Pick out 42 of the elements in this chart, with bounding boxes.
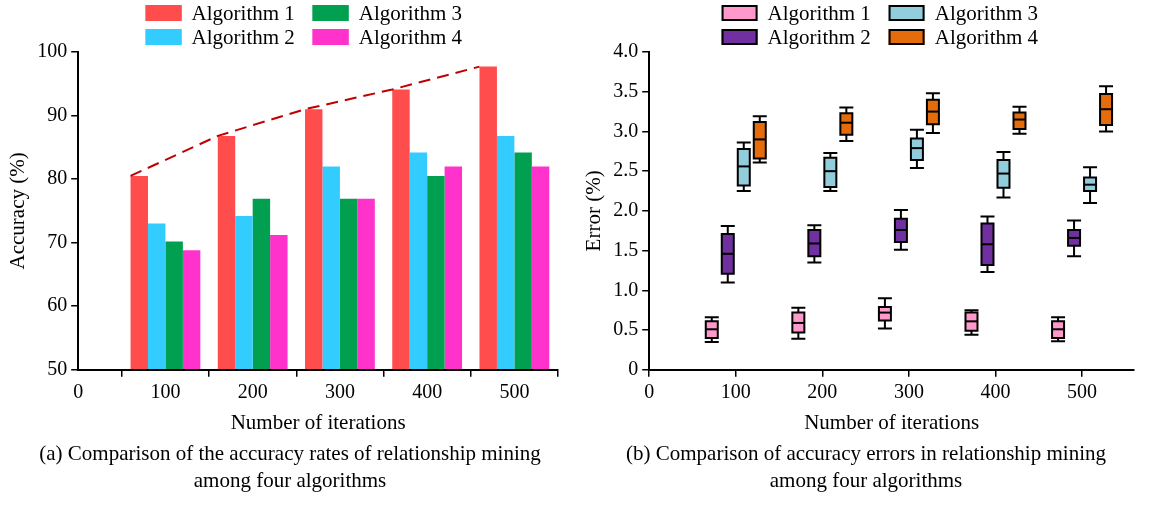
x-tick-label: 0 xyxy=(644,380,655,403)
y-tick-label: 90 xyxy=(47,102,68,125)
y-tick-label: 1.5 xyxy=(613,237,639,260)
x-tick-label: 200 xyxy=(237,380,268,403)
legend-label: Algorithm 4 xyxy=(934,25,1039,49)
text: (a) Comparison of the accuracy rates of relationship mining among four algorithms xyxy=(38,440,542,494)
x-tick-label: 300 xyxy=(893,380,924,403)
x-axis-title: Number of iterations xyxy=(804,409,980,434)
y-tick-label: 0.5 xyxy=(613,317,639,340)
y-tick-label: 0 xyxy=(628,357,639,380)
y-axis-title: Accuracy (%) xyxy=(5,152,30,270)
x-tick-label: 400 xyxy=(412,380,443,403)
y-tick-label: 80 xyxy=(47,166,68,189)
y-tick-label: 70 xyxy=(47,229,68,252)
x-tick-label: 100 xyxy=(150,380,181,403)
y-tick-label: 100 xyxy=(37,39,68,62)
x-tick-label: 200 xyxy=(807,380,838,403)
y-tick-label: 2.0 xyxy=(613,198,639,221)
legend-label: Algorithm 2 xyxy=(191,25,295,49)
legend-label: Algorithm 1 xyxy=(767,1,871,25)
legend-label: Algorithm 1 xyxy=(191,1,295,25)
legend-label: Algorithm 2 xyxy=(767,25,871,49)
x-tick-label: 100 xyxy=(720,380,751,403)
x-tick-label: 400 xyxy=(980,380,1011,403)
y-tick-label: 3.0 xyxy=(613,118,639,141)
legend-label: Algorithm 4 xyxy=(358,25,463,49)
y-tick-label: 2.5 xyxy=(613,158,639,181)
x-tick-label: 500 xyxy=(1067,380,1098,403)
y-tick-label: 1.0 xyxy=(613,277,639,300)
x-axis-title: Number of iterations xyxy=(230,409,406,434)
x-tick-label: 500 xyxy=(499,380,530,403)
line-series xyxy=(129,65,481,177)
x-tick-label: 300 xyxy=(324,380,355,403)
y-tick-label: 3.5 xyxy=(613,78,639,101)
legend-label: Algorithm 3 xyxy=(934,1,1039,25)
x-tick-label: 0 xyxy=(73,380,84,403)
y-tick-label: 4.0 xyxy=(613,39,639,62)
text: (b) Comparison of accuracy errors in relationship mining among four algorithms xyxy=(625,440,1107,494)
legend-label: Algorithm 3 xyxy=(358,1,463,25)
y-tick-label: 50 xyxy=(47,357,68,380)
y-tick-label: 60 xyxy=(47,293,68,316)
y-axis-title: Error (%) xyxy=(581,170,606,252)
